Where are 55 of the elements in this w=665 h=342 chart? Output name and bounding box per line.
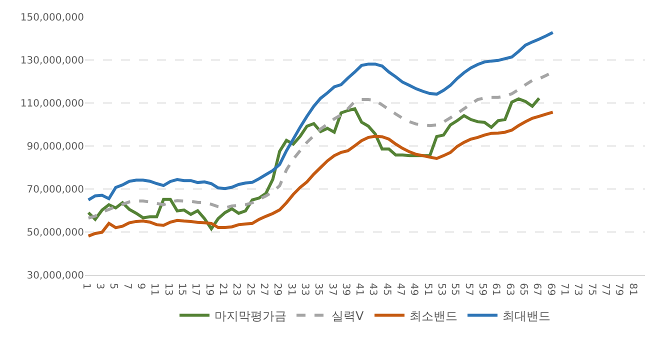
- x-tick-label: 33: [298, 283, 310, 296]
- x-tick-label: 65: [517, 283, 528, 296]
- x-tick-label: 61: [490, 283, 502, 296]
- x-tick-label: 19: [203, 283, 214, 296]
- legend-label: 최대밴드: [502, 308, 550, 323]
- legend-label: 실력V: [332, 308, 364, 323]
- y-tick-label: 30,000,000: [26, 270, 84, 282]
- x-tick-label: 75: [586, 283, 597, 296]
- x-tick-label: 35: [312, 283, 324, 296]
- x-tick-label: 55: [449, 283, 460, 296]
- x-tick-label: 9: [135, 283, 146, 290]
- x-tick-label: 79: [613, 283, 624, 296]
- y-tick-label: 110,000,000: [20, 98, 84, 110]
- x-tick-label: 71: [558, 283, 570, 296]
- x-tick-label: 77: [599, 283, 610, 296]
- x-tick-label: 43: [367, 283, 378, 296]
- x-tick-label: 21: [217, 283, 228, 296]
- x-tick-label: 23: [230, 283, 242, 296]
- x-tick-label: 5: [108, 283, 119, 290]
- x-tick-label: 45: [380, 283, 392, 296]
- x-tick-label: 49: [408, 283, 420, 296]
- x-tick-label: 39: [340, 283, 351, 296]
- y-tick-label: 50,000,000: [26, 228, 84, 238]
- x-tick-label: 69: [544, 283, 556, 296]
- x-tick-label: 41: [354, 283, 365, 296]
- legend-label: 마지막평가금: [214, 308, 286, 323]
- y-tick-label: 90,000,000: [26, 142, 84, 152]
- x-tick-label: 53: [436, 283, 447, 296]
- legend-label: 최소밴드: [410, 308, 458, 323]
- x-tick-label: 63: [504, 283, 515, 296]
- x-tick-label: 31: [285, 283, 296, 296]
- y-tick-label: 70,000,000: [26, 184, 84, 196]
- x-tick-label: 81: [626, 283, 638, 296]
- x-tick-label: 29: [272, 283, 283, 296]
- x-tick-label: 27: [258, 283, 269, 296]
- x-tick-label: 67: [531, 283, 542, 296]
- line-series: [86, 96, 541, 230]
- x-tick-label: 57: [462, 283, 474, 296]
- x-tick-label: 59: [476, 283, 488, 296]
- x-tick-label: 73: [572, 283, 584, 296]
- line-series: [86, 110, 554, 238]
- x-tick-label: 3: [94, 283, 106, 290]
- x-tick-label: 7: [121, 283, 132, 290]
- x-tick-label: 17: [190, 283, 201, 296]
- x-tick-label: 25: [244, 283, 256, 296]
- x-tick-label: 11: [148, 283, 160, 296]
- x-tick-label: 13: [162, 283, 174, 296]
- y-tick-label: 130,000,000: [20, 56, 84, 66]
- x-tick-label: 47: [394, 283, 406, 296]
- y-tick-label: 150,000,000: [20, 12, 84, 24]
- x-tick-label: 15: [176, 283, 188, 296]
- line-series: [86, 30, 554, 202]
- x-tick-label: 37: [326, 283, 338, 296]
- x-tick-label: 51: [422, 283, 433, 296]
- x-tick-label: 1: [80, 283, 92, 290]
